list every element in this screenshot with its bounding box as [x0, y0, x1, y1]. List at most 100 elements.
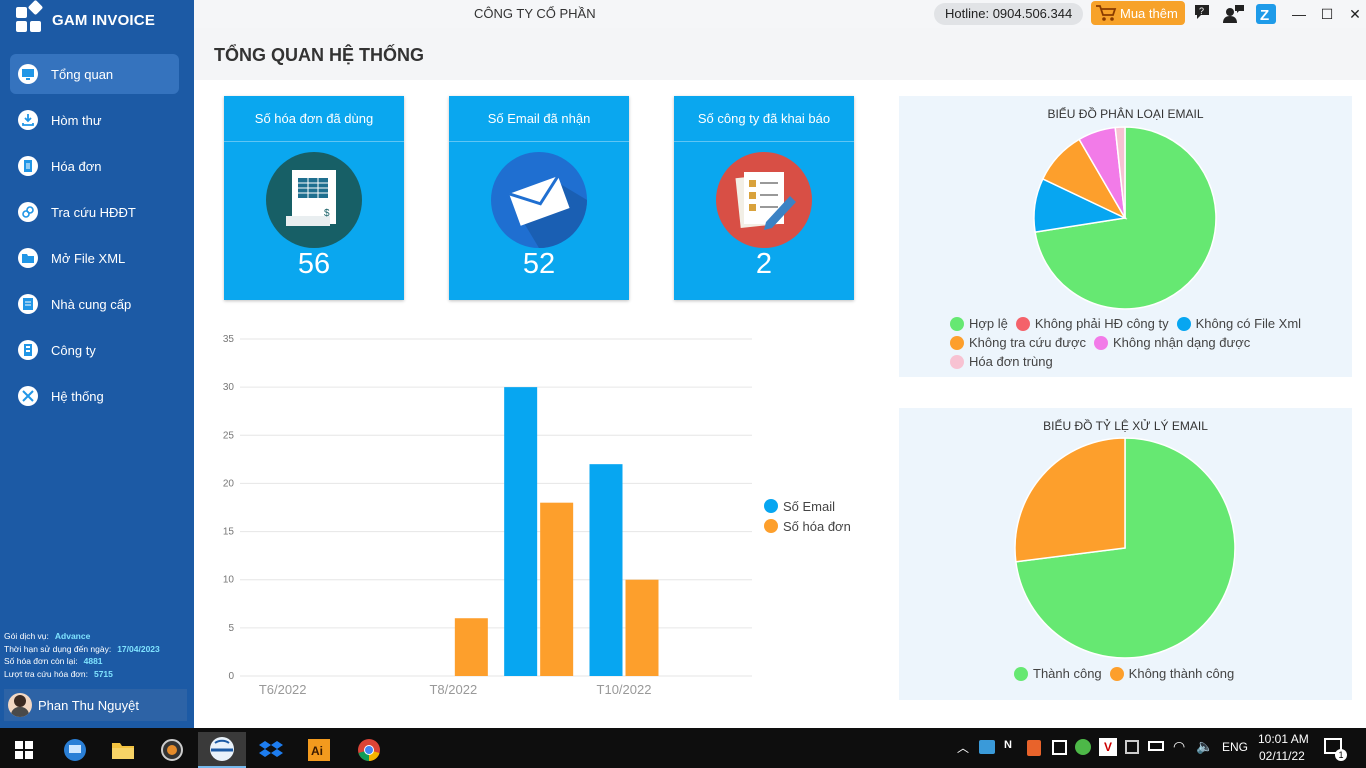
legend-label: Không phải HĐ công ty	[1034, 316, 1169, 331]
illustrator-icon[interactable]: Ai	[295, 732, 343, 768]
wifi-icon[interactable]: ◠	[1173, 738, 1186, 754]
buy-more-button[interactable]: Mua thêm	[1091, 1, 1185, 25]
remote-desktop-icon[interactable]	[51, 732, 99, 768]
card-title: Số công ty đã khai báo	[674, 96, 854, 142]
sidebar-item-system[interactable]: Hệ thống	[10, 376, 179, 416]
legend-label: Hóa đơn trùng	[969, 354, 1053, 369]
bar-T10/2022-Số hóa đơn[interactable]	[625, 579, 659, 676]
dropbox-icon[interactable]	[247, 732, 295, 768]
sidebar: GAM INVOICE Tổng quan Hòm thư Hóa đơn Tr…	[0, 0, 194, 728]
windows-taskbar: Ai ︿ N V ◠ 🔈 ENG 10:01 AM 02/11/22 1	[0, 728, 1366, 768]
support-users-icon[interactable]	[1223, 3, 1245, 25]
legend-swatch	[1014, 666, 1028, 681]
windows-security-icon[interactable]	[1052, 740, 1067, 755]
bar-T9/2022-Số Email[interactable]	[504, 387, 538, 676]
x-tick-label: T10/2022	[597, 682, 652, 697]
sidebar-item-open-xml[interactable]: Mở File XML	[10, 238, 179, 278]
y-tick-label: 25	[223, 430, 235, 441]
start-icon[interactable]	[0, 732, 48, 768]
remaining-label: Số hóa đơn còn lại:	[4, 656, 78, 666]
unikey-icon[interactable]: N	[1004, 739, 1012, 751]
legend-item[interactable]: Hóa đơn trùng	[950, 352, 1053, 371]
clock-time[interactable]: 10:01 AM	[1258, 732, 1309, 746]
monthly-bar-chart: 0 5 10 15 20 25 30 35 T6/2022 T8/2022 T10/2022 Số E…	[223, 334, 851, 697]
email-processing-panel: BIỂU ĐỒ TỶ LỆ XỬ LÝ EMAIL Thành công Khôn…	[899, 408, 1352, 700]
notifications-icon[interactable]	[1324, 738, 1342, 754]
buy-more-label: Mua thêm	[1120, 5, 1178, 21]
stat-card-emails-received[interactable]: Số Email đã nhận 52	[449, 96, 629, 300]
sidebar-item-label: Hòm thư	[51, 112, 102, 128]
sidebar-item-inbox[interactable]: Hòm thư	[10, 100, 179, 140]
antivirus-icon[interactable]	[1075, 739, 1091, 755]
bar-T8/2022-Số hóa đơn[interactable]	[454, 618, 488, 676]
vietkey-icon[interactable]: V	[1099, 738, 1117, 756]
volume-icon[interactable]: 🔈	[1196, 738, 1214, 754]
zalo-icon[interactable]: Z	[1255, 3, 1277, 25]
clock-date[interactable]: 02/11/22	[1259, 749, 1305, 763]
sidebar-item-invoices[interactable]: Hóa đơn	[10, 146, 179, 186]
sidebar-item-company[interactable]: Công ty	[10, 330, 179, 370]
email-classification-pie	[1033, 126, 1217, 310]
sidebar-item-label: Tổng quan	[51, 66, 114, 82]
stat-card-companies-declared[interactable]: Số công ty đã khai báo 2	[674, 96, 854, 300]
legend-swatch	[950, 354, 964, 369]
legend-item[interactable]: Không tra cứu được	[950, 333, 1086, 352]
legend-swatch	[1015, 316, 1030, 331]
pie-slice-Hóa đơn trùng[interactable]	[1114, 126, 1126, 219]
sidebar-item-lookup[interactable]: Tra cứu HĐĐT	[10, 192, 179, 232]
help-chat-icon[interactable]: ?	[1193, 3, 1215, 25]
user-profile[interactable]: Phan Thu Nguyệt	[4, 689, 187, 721]
cart-icon	[1096, 5, 1117, 21]
email-classification-panel: BIỂU ĐỒ PHÂN LOẠI EMAIL Hợp lệ Không phải…	[899, 96, 1352, 377]
photos-icon[interactable]	[148, 732, 196, 768]
hotline-badge: Hotline: 0904.506.344	[934, 3, 1084, 25]
brand-logo-icon	[16, 0, 44, 34]
legend-item[interactable]: Hợp lệ	[950, 314, 1008, 333]
language-indicator[interactable]: ENG	[1222, 740, 1249, 754]
legend-label: Số hóa đơn	[783, 519, 851, 534]
legend-item[interactable]: Không nhận dạng được	[1094, 333, 1250, 352]
sidebar-item-label: Hóa đơn	[51, 158, 102, 174]
minimize-button[interactable]: —	[1292, 6, 1306, 22]
pie-slice-Không thành công[interactable]	[1014, 437, 1126, 563]
gam-invoice-icon[interactable]	[198, 732, 246, 768]
sidebar-item-suppliers[interactable]: Nhà cung cấp	[10, 284, 179, 324]
card-title: Số Email đã nhận	[449, 96, 629, 142]
pie-title: BIỂU ĐỒ PHÂN LOẠI EMAIL	[1047, 107, 1204, 121]
legend-item[interactable]: Không thành công	[1109, 664, 1234, 683]
pie-legend: Thành công Không thành công	[1014, 664, 1314, 683]
notifications-count: 1	[1335, 749, 1347, 761]
bar-T10/2022-Số Email[interactable]	[589, 464, 623, 676]
show-hidden-icons-icon[interactable]: ︿	[957, 741, 970, 755]
chrome-icon[interactable]	[345, 732, 393, 768]
legend-swatch	[1094, 335, 1108, 350]
expiry-label: Thời hạn sử dụng đến ngày:	[4, 643, 112, 654]
legend-item[interactable]: Thành công	[1014, 664, 1102, 683]
legend-item[interactable]: Không có File Xml	[1176, 314, 1302, 333]
sidebar-item-label: Tra cứu HĐĐT	[51, 204, 136, 220]
device-icon[interactable]	[1125, 740, 1139, 754]
company-name: CÔNG TY CỔ PHẦN	[474, 6, 596, 21]
legend-swatch	[950, 335, 964, 350]
y-tick-label: 5	[228, 623, 234, 634]
battery-icon[interactable]	[1148, 741, 1164, 751]
bar-T9/2022-Số hóa đơn[interactable]	[540, 502, 574, 676]
y-tick-label: 35	[223, 334, 235, 345]
close-button[interactable]: ✕	[1349, 6, 1361, 22]
brand-name: GAM INVOICE	[52, 11, 156, 29]
legend-label: Hợp lệ	[969, 316, 1008, 331]
network-app-icon[interactable]	[979, 740, 995, 754]
sidebar-item-overview[interactable]: Tổng quan	[10, 54, 179, 94]
invoice-icon: $	[266, 152, 362, 248]
expiry-value: 17/04/2023	[117, 643, 160, 654]
security-shield-icon[interactable]	[1027, 740, 1041, 756]
lookups-label: Lượt tra cứu hóa đơn:	[4, 668, 88, 679]
file-explorer-icon[interactable]	[99, 732, 147, 768]
remaining-value: 4881	[83, 656, 103, 666]
stat-card-invoices-used[interactable]: Số hóa đơn đã dùng $ 56	[224, 96, 404, 300]
maximize-button[interactable]: ☐	[1320, 6, 1334, 22]
legend-swatch	[1109, 666, 1124, 681]
legend-item[interactable]: Không phải HĐ công ty	[1015, 314, 1169, 333]
legend-label: Không có File Xml	[1195, 316, 1302, 331]
sidebar-item-label: Mở File XML	[51, 250, 126, 266]
